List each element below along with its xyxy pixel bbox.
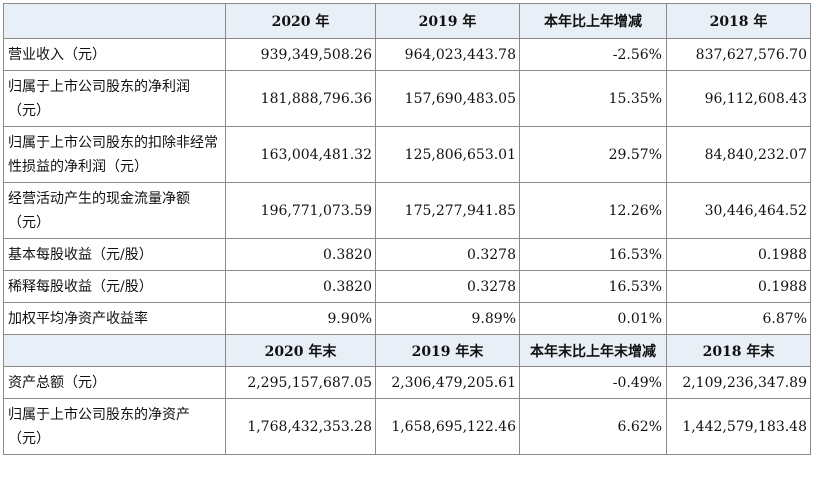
table-row-net-assets: 归属于上市公司股东的净资产（元） 1,768,432,353.28 1,658,… <box>3 398 811 455</box>
value-2019: 0.3278 <box>375 238 520 271</box>
header-2018: 2018 年 <box>666 3 811 39</box>
table-row-net-profit: 归属于上市公司股东的净利润（元） 181,888,796.36 157,690,… <box>3 70 811 127</box>
row-label: 归属于上市公司股东的扣除非经常性损益的净利润（元） <box>3 126 226 183</box>
value-2020: 939,349,508.26 <box>225 38 376 71</box>
header-2020-end: 2020 年末 <box>225 334 376 367</box>
table-row-diluted-eps: 稀释每股收益（元/股） 0.3820 0.3278 16.53% 0.1988 <box>3 270 811 303</box>
value-change: -2.56% <box>519 38 667 71</box>
value-2020: 163,004,481.32 <box>225 126 376 183</box>
value-change: 16.53% <box>519 270 667 303</box>
table-row-weighted-roe: 加权平均净资产收益率 9.90% 9.89% 0.01% 6.87% <box>3 302 811 335</box>
value-2018: 84,840,232.07 <box>666 126 811 183</box>
value-change: 29.57% <box>519 126 667 183</box>
table-row-revenue: 营业收入（元） 939,349,508.26 964,023,443.78 -2… <box>3 38 811 71</box>
value-2018: 0.1988 <box>666 270 811 303</box>
value-change: 12.26% <box>519 182 667 239</box>
value-2020: 196,771,073.59 <box>225 182 376 239</box>
value-2019: 964,023,443.78 <box>375 38 520 71</box>
header-2020: 2020 年 <box>225 3 376 39</box>
header-2019-end: 2019 年末 <box>375 334 520 367</box>
header-change: 本年比上年增减 <box>519 3 667 39</box>
header-blank-cell <box>3 3 226 39</box>
value-2019: 157,690,483.05 <box>375 70 520 127</box>
value-2020: 9.90% <box>225 302 376 335</box>
value-2020: 2,295,157,687.05 <box>225 366 376 399</box>
financial-table-container: 2020 年 2019 年 本年比上年增减 2018 年 营业收入（元） 939… <box>3 3 811 455</box>
key-financial-data-table: 2020 年 2019 年 本年比上年增减 2018 年 营业收入（元） 939… <box>3 3 811 455</box>
header-blank-cell <box>3 334 226 367</box>
table-row-basic-eps: 基本每股收益（元/股） 0.3820 0.3278 16.53% 0.1988 <box>3 238 811 271</box>
value-2019: 125,806,653.01 <box>375 126 520 183</box>
value-change: 0.01% <box>519 302 667 335</box>
value-2020: 181,888,796.36 <box>225 70 376 127</box>
value-2018: 1,442,579,183.48 <box>666 398 811 455</box>
row-label: 归属于上市公司股东的净资产（元） <box>3 398 226 455</box>
value-2020: 0.3820 <box>225 270 376 303</box>
row-label: 稀释每股收益（元/股） <box>3 270 226 303</box>
value-2018: 2,109,236,347.89 <box>666 366 811 399</box>
value-2020: 1,768,432,353.28 <box>225 398 376 455</box>
table-row-operating-cash-flow: 经营活动产生的现金流量净额（元） 196,771,073.59 175,277,… <box>3 182 811 239</box>
value-2018: 0.1988 <box>666 238 811 271</box>
value-2019: 9.89% <box>375 302 520 335</box>
value-change: 6.62% <box>519 398 667 455</box>
value-change: -0.49% <box>519 366 667 399</box>
table-row-total-assets: 资产总额（元） 2,295,157,687.05 2,306,479,205.6… <box>3 366 811 399</box>
row-label: 基本每股收益（元/股） <box>3 238 226 271</box>
value-2019: 1,658,695,122.46 <box>375 398 520 455</box>
row-label: 加权平均净资产收益率 <box>3 302 226 335</box>
table-row-net-profit-deducted: 归属于上市公司股东的扣除非经常性损益的净利润（元） 163,004,481.32… <box>3 126 811 183</box>
row-label: 资产总额（元） <box>3 366 226 399</box>
header-change-end: 本年末比上年末增减 <box>519 334 667 367</box>
row-label: 归属于上市公司股东的净利润（元） <box>3 70 226 127</box>
header-2018-end: 2018 年末 <box>666 334 811 367</box>
header-2019: 2019 年 <box>375 3 520 39</box>
value-2019: 2,306,479,205.61 <box>375 366 520 399</box>
value-2019: 175,277,941.85 <box>375 182 520 239</box>
row-label: 经营活动产生的现金流量净额（元） <box>3 182 226 239</box>
value-2018: 837,627,576.70 <box>666 38 811 71</box>
row-label: 营业收入（元） <box>3 38 226 71</box>
value-change: 16.53% <box>519 238 667 271</box>
value-2018: 30,446,464.52 <box>666 182 811 239</box>
value-2019: 0.3278 <box>375 270 520 303</box>
header-row-year-end: 2020 年末 2019 年末 本年末比上年末增减 2018 年末 <box>3 334 811 367</box>
value-2018: 6.87% <box>666 302 811 335</box>
value-2020: 0.3820 <box>225 238 376 271</box>
header-row-annual: 2020 年 2019 年 本年比上年增减 2018 年 <box>3 3 811 39</box>
value-2018: 96,112,608.43 <box>666 70 811 127</box>
value-change: 15.35% <box>519 70 667 127</box>
